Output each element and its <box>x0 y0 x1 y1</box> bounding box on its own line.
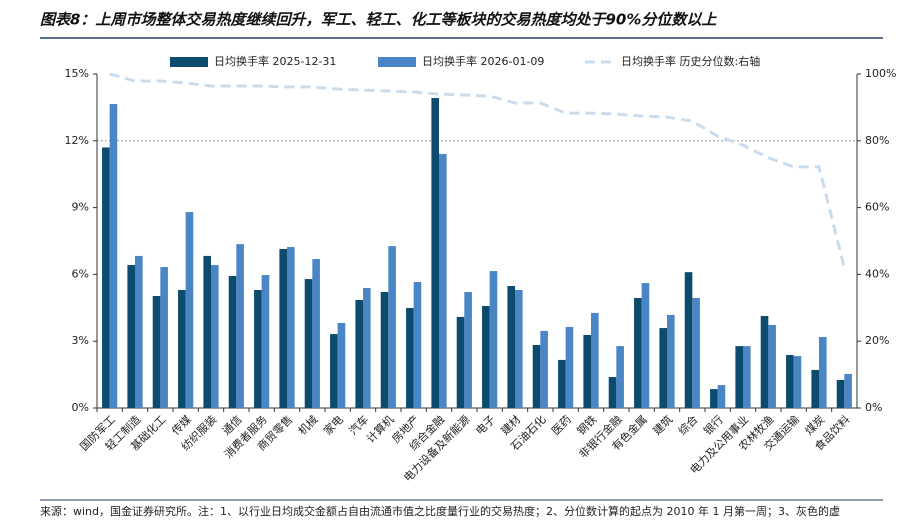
bar <box>515 289 523 408</box>
y-tick-label: 12% <box>65 134 89 147</box>
y-tick-label: 15% <box>65 67 89 80</box>
bar <box>203 255 211 408</box>
x-tick-label: 机械 <box>295 412 320 437</box>
y2-tick-label: 0% <box>865 401 882 414</box>
bar <box>608 377 617 408</box>
y2-tick-label: 80% <box>865 134 889 147</box>
x-tick-label: 建筑 <box>650 412 675 437</box>
bar <box>489 271 498 408</box>
y2-tick-label: 100% <box>865 67 896 80</box>
bar <box>287 247 295 408</box>
bar <box>439 153 447 408</box>
bar <box>254 289 262 408</box>
bar <box>388 246 396 408</box>
legend-swatch <box>170 57 208 67</box>
bar <box>160 267 168 408</box>
bar <box>464 291 472 408</box>
bar <box>337 322 346 408</box>
bar <box>641 283 650 408</box>
bar <box>330 334 338 408</box>
bar <box>211 265 219 408</box>
x-tick-label: 计算机 <box>363 412 396 445</box>
bar <box>507 285 515 408</box>
bar <box>667 314 675 408</box>
bar <box>819 336 827 408</box>
bar <box>380 291 389 408</box>
bar <box>591 312 599 408</box>
bar <box>456 316 465 408</box>
bar <box>135 255 143 408</box>
bar <box>152 295 161 408</box>
bar <box>565 326 574 408</box>
bar <box>684 272 693 408</box>
bar <box>558 359 566 408</box>
y2-tick-label: 40% <box>865 267 889 280</box>
bar <box>109 104 118 408</box>
bar <box>532 344 541 408</box>
bar <box>768 324 776 408</box>
bar <box>127 265 135 408</box>
y-tick-label: 0% <box>72 401 89 414</box>
bar <box>228 275 237 408</box>
bar <box>710 389 718 408</box>
bar <box>279 249 287 408</box>
x-tick-label: 电子 <box>473 413 498 438</box>
bar <box>811 369 819 408</box>
bar <box>355 300 363 408</box>
y-tick-label: 3% <box>72 334 89 347</box>
legend-label: 日均换手率 2025-12-31 <box>214 54 336 68</box>
bar <box>616 346 624 408</box>
x-tick-label: 医药 <box>549 413 574 438</box>
y2-tick-label: 60% <box>865 201 889 214</box>
y-tick-label: 9% <box>72 201 89 214</box>
bar <box>406 308 414 408</box>
bar <box>413 281 422 408</box>
bar <box>304 279 313 408</box>
bar <box>312 259 320 408</box>
percentile-line <box>109 72 846 269</box>
bar <box>102 147 110 409</box>
bar <box>583 334 591 408</box>
bar <box>844 373 852 408</box>
bar <box>540 330 548 408</box>
bar <box>185 212 194 408</box>
bar <box>236 244 244 408</box>
bar <box>178 289 186 408</box>
bar <box>659 328 667 408</box>
bar <box>836 379 845 408</box>
y2-tick-label: 20% <box>865 334 889 347</box>
bar <box>692 298 700 408</box>
legend-label: 日均换手率 2026-01-09 <box>422 54 544 68</box>
source-note: 来源：wind，国金证券研究所。注：1、以行业日均成交金额占自由流通市值之比度量… <box>40 504 840 518</box>
bar <box>634 298 642 408</box>
y-tick-label: 6% <box>72 267 89 280</box>
bar <box>261 275 270 408</box>
x-tick-label: 综合 <box>675 412 700 437</box>
legend-swatch <box>378 57 416 67</box>
x-tick-label: 家电 <box>320 412 345 437</box>
legend-label: 日均换手率 历史分位数:右轴 <box>621 54 760 68</box>
bar <box>743 346 751 408</box>
bar <box>431 98 439 408</box>
bar <box>786 355 794 408</box>
bar <box>793 356 802 408</box>
bar <box>482 306 490 408</box>
chart-title: 图表8：上周市场整体交易热度继续回升，军工、轻工、化工等板块的交易热度均处于90… <box>40 11 717 29</box>
bar <box>735 346 743 408</box>
bar <box>717 385 726 408</box>
bar <box>363 287 371 408</box>
bar <box>760 316 769 408</box>
